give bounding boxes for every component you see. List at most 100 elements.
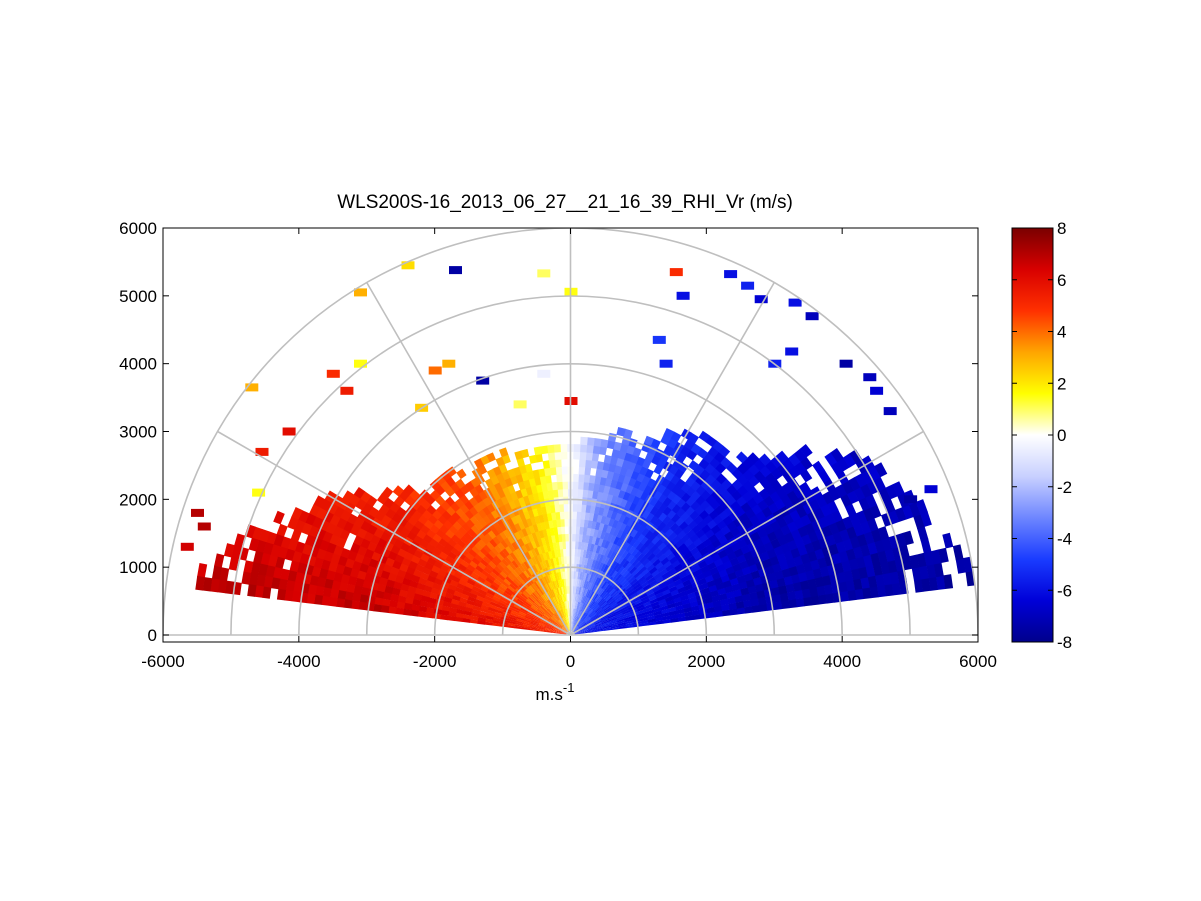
velocity-cell (798, 571, 808, 583)
velocity-cell (691, 524, 702, 534)
velocity-cell (579, 622, 586, 629)
velocity-cell (643, 435, 654, 446)
velocity-cell (517, 529, 525, 539)
velocity-cell (820, 503, 832, 517)
velocity-cell (543, 602, 550, 610)
velocity-cell (711, 538, 722, 549)
velocity-cell (554, 534, 560, 543)
velocity-cell (538, 607, 545, 614)
velocity-cell (344, 591, 354, 601)
velocity-cell (267, 554, 278, 568)
velocity-cell (805, 569, 815, 581)
sparse-echo-cell (870, 386, 884, 395)
velocity-cell (558, 631, 567, 635)
velocity-cell (667, 582, 677, 590)
velocity-cell (581, 587, 585, 596)
velocity-cell (419, 539, 430, 549)
velocity-cell (442, 601, 452, 608)
velocity-cell (591, 559, 597, 568)
velocity-cell (754, 583, 765, 593)
velocity-cell (580, 436, 588, 446)
velocity-cell (734, 568, 745, 578)
velocity-cell (874, 462, 888, 478)
velocity-cell (440, 564, 450, 573)
colorbar-tick-label: 8 (1057, 219, 1066, 238)
velocity-cell (550, 550, 556, 559)
velocity-cell (637, 609, 647, 615)
velocity-cell (552, 626, 561, 631)
velocity-cell (644, 452, 655, 463)
velocity-cell (497, 489, 506, 499)
velocity-cell (586, 444, 594, 454)
velocity-cell (434, 603, 443, 611)
velocity-cell (502, 528, 511, 538)
velocity-cell (836, 457, 850, 472)
velocity-cell (660, 477, 671, 488)
velocity-cell (543, 592, 550, 601)
velocity-cell (296, 562, 307, 575)
velocity-cell (689, 533, 700, 543)
velocity-cell (561, 601, 565, 610)
velocity-cell (915, 499, 928, 515)
velocity-cell (629, 537, 638, 547)
velocity-cell (580, 541, 586, 550)
velocity-cell (530, 583, 537, 592)
y-tick-label: 5000 (119, 287, 157, 306)
velocity-cell (648, 532, 657, 542)
velocity-cell (315, 507, 328, 521)
velocity-cell (455, 612, 464, 619)
velocity-cell (546, 482, 553, 491)
velocity-cell (749, 591, 759, 601)
velocity-cell (558, 619, 564, 627)
velocity-cell (328, 597, 338, 607)
velocity-cell (792, 581, 803, 592)
velocity-cell (493, 544, 503, 554)
velocity-cell (546, 622, 554, 627)
velocity-cell (552, 596, 558, 605)
velocity-cell (558, 633, 567, 635)
velocity-cell (655, 620, 664, 625)
sparse-echo-cell (282, 427, 296, 436)
velocity-cell (920, 511, 932, 527)
velocity-cell (398, 589, 408, 598)
velocity-cell (587, 622, 595, 627)
velocity-cell (583, 616, 591, 622)
velocity-cell (673, 596, 682, 604)
velocity-cell (558, 610, 563, 619)
velocity-cell (644, 549, 653, 559)
velocity-cell (561, 466, 568, 475)
velocity-cell (550, 616, 558, 623)
velocity-cell (897, 492, 910, 508)
velocity-cell (463, 610, 472, 616)
velocity-cell (869, 585, 879, 599)
velocity-cell (615, 480, 623, 490)
sparse-echo-cell (785, 347, 799, 356)
velocity-cell (396, 601, 406, 609)
velocity-cell (382, 563, 393, 574)
velocity-cell (581, 627, 589, 631)
velocity-cell (420, 553, 430, 563)
velocity-cell (574, 593, 577, 602)
velocity-cell (532, 617, 540, 622)
velocity-cell (506, 554, 515, 563)
velocity-cell (284, 548, 296, 561)
colorbar-tick-label: 2 (1057, 374, 1066, 393)
velocity-cell (769, 579, 779, 589)
velocity-cell (531, 618, 540, 623)
velocity-cell (451, 575, 461, 583)
velocity-cell (565, 608, 568, 617)
velocity-cell (619, 557, 628, 567)
velocity-cell (559, 602, 563, 610)
velocity-cell (552, 626, 560, 631)
velocity-cell (853, 578, 863, 590)
velocity-cell (550, 597, 556, 606)
velocity-cell (525, 486, 533, 496)
velocity-cell (398, 563, 409, 573)
velocity-cell (621, 607, 630, 613)
velocity-cell (636, 563, 645, 572)
velocity-cell (518, 512, 527, 522)
velocity-cell (708, 533, 719, 544)
velocity-cell (744, 606, 753, 614)
velocity-cell (637, 516, 647, 526)
